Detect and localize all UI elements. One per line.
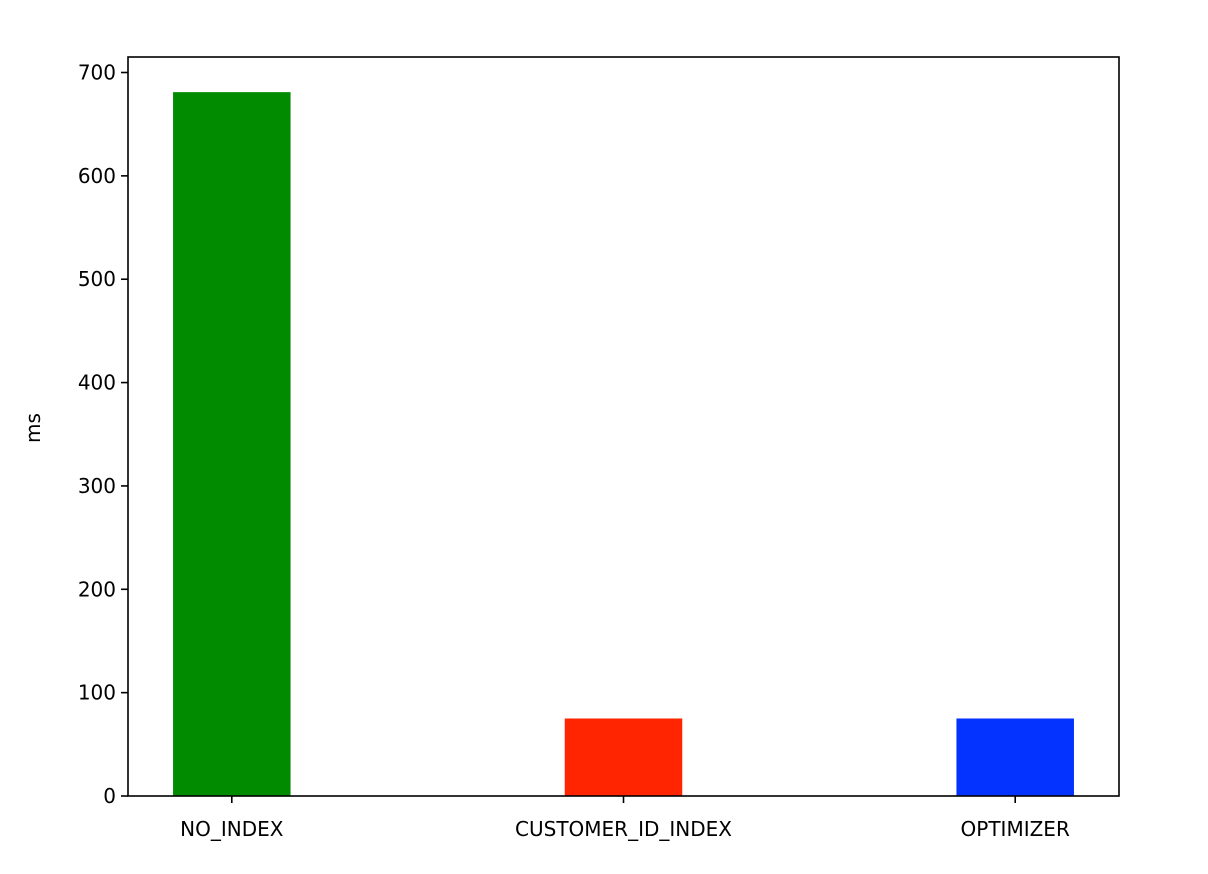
bar-optimizer [956,718,1074,796]
y-tick-label: 400 [78,371,116,395]
bars-layer [173,92,1074,797]
bar-customer-id-index [564,718,683,796]
y-tick-label: 600 [78,164,116,188]
x-tick-label: CUSTOMER_ID_INDEX [515,817,732,841]
y-axis: 0 100 200 300 400 500 600 700 [78,61,128,808]
y-tick-label: 200 [78,577,116,601]
y-tick-label: 500 [78,267,116,291]
x-tick-label: OPTIMIZER [961,817,1070,841]
x-axis: NO_INDEX CUSTOMER_ID_INDEX OPTIMIZER [180,796,1070,841]
x-tick-label: NO_INDEX [180,817,284,841]
y-axis-label: ms [21,413,45,443]
y-tick-label: 700 [78,61,116,85]
bar-no-index [173,92,291,797]
y-tick-label: 100 [78,681,116,705]
y-tick-label: 300 [78,474,116,498]
y-tick-label: 0 [103,784,116,808]
